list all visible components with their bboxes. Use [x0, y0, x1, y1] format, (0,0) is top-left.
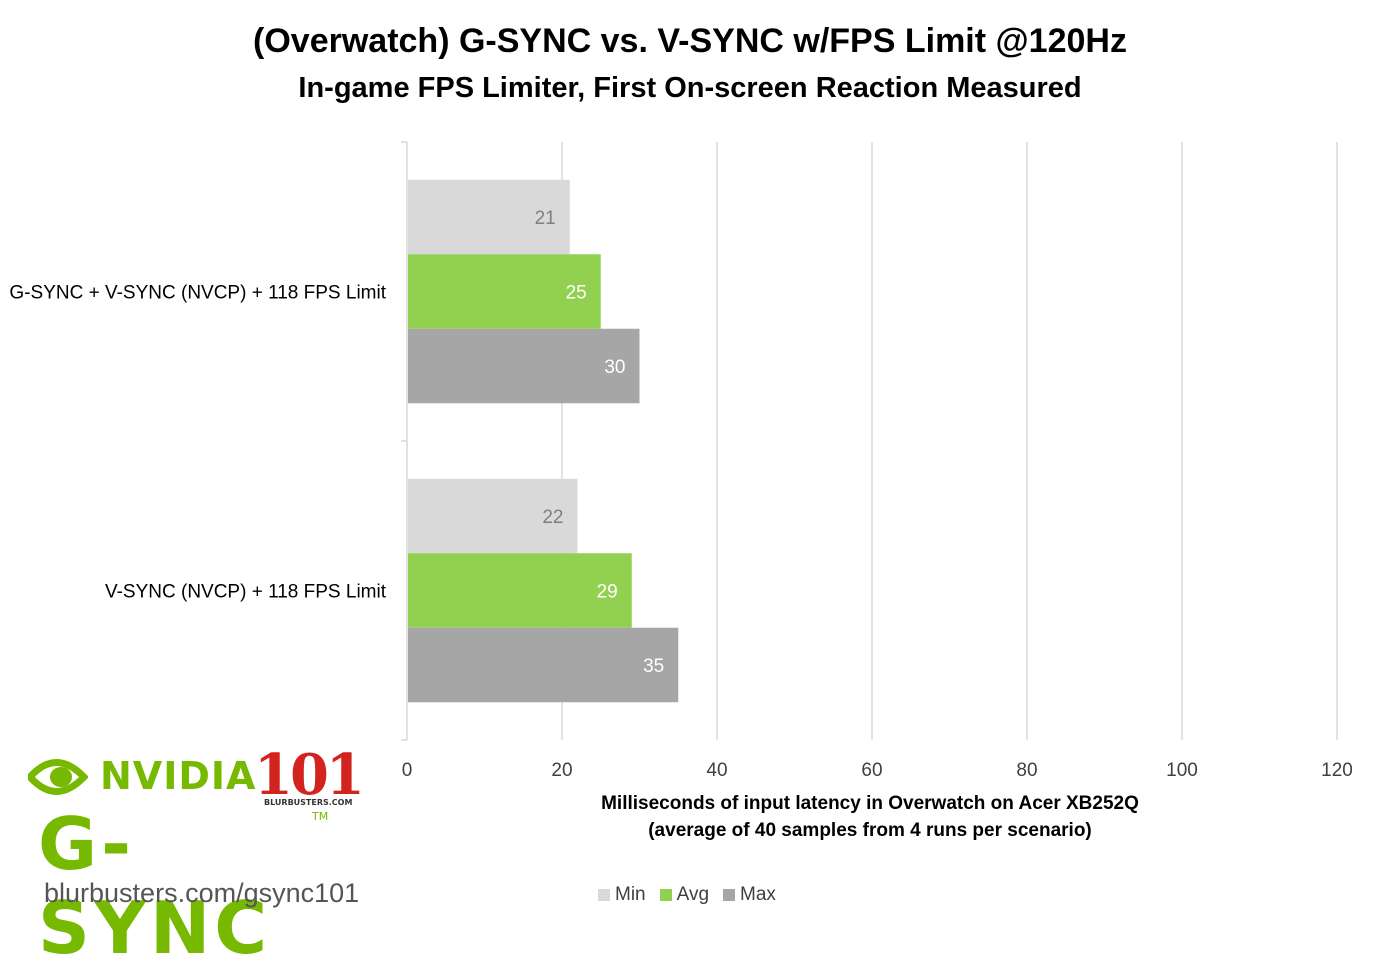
bar-avg	[408, 553, 632, 628]
legend: Min Avg Max	[598, 884, 790, 906]
bar-max	[408, 328, 640, 404]
legend-swatch	[723, 889, 736, 901]
chart-figure: (Overwatch) G-SYNC vs. V-SYNC w/FPS Limi…	[9, 22, 1353, 970]
data-label: 29	[597, 582, 618, 603]
chart-subtitle: In-game FPS Limiter, First On-screen Rea…	[298, 72, 1082, 104]
trademark-mark: TM	[312, 810, 329, 823]
legend-swatch	[659, 889, 672, 901]
legend-swatch	[598, 889, 610, 901]
blurbusters-badge-site: BLURBUSTERS.COM	[264, 798, 353, 807]
data-label: 30	[604, 357, 625, 378]
nvidia-wordmark: NVIDIA	[100, 754, 257, 798]
legend-item: Max	[723, 884, 776, 906]
data-label: 22	[542, 507, 563, 528]
bar-max	[408, 627, 679, 703]
data-label: 21	[535, 208, 556, 229]
legend-item: Avg	[659, 884, 710, 906]
legend-label: Max	[740, 884, 776, 905]
bar-min	[408, 478, 578, 554]
chart-title: (Overwatch) G-SYNC vs. V-SYNC w/FPS Limi…	[253, 22, 1127, 60]
blurbusters-101-badge: 101	[254, 742, 365, 808]
x-tick-label: 120	[1321, 760, 1353, 781]
nvidia-eye-icon	[28, 759, 88, 795]
legend-item: Min	[598, 884, 646, 906]
chart-plot-area: 0 20 40 60 80 100 120 G-SYNC + V-SYNC (NVCP) + …	[9, 141, 1353, 781]
site-url: blurbusters.com/gsync101	[44, 878, 360, 908]
x-tick-label: 0	[402, 760, 413, 781]
x-tick-label: 60	[861, 760, 882, 781]
data-label: 35	[643, 656, 664, 677]
x-tick-label: 100	[1166, 760, 1198, 781]
legend-label: Min	[615, 884, 646, 905]
data-label: 25	[566, 283, 587, 304]
x-tick-label: 80	[1016, 760, 1037, 781]
bar-min	[408, 179, 570, 255]
x-tick-label: 20	[551, 760, 572, 781]
x-axis-label-note: (average of 40 samples from 4 runs per s…	[648, 820, 1092, 841]
category-label: V-SYNC (NVCP) + 118 FPS Limit	[105, 582, 387, 603]
bar-avg	[408, 254, 601, 329]
category-label: G-SYNC + V-SYNC (NVCP) + 118 FPS Limit	[9, 283, 386, 304]
x-tick-label: 40	[706, 760, 727, 781]
x-axis-label: Milliseconds of input latency in Overwat…	[601, 793, 1139, 814]
legend-label: Avg	[676, 884, 710, 905]
